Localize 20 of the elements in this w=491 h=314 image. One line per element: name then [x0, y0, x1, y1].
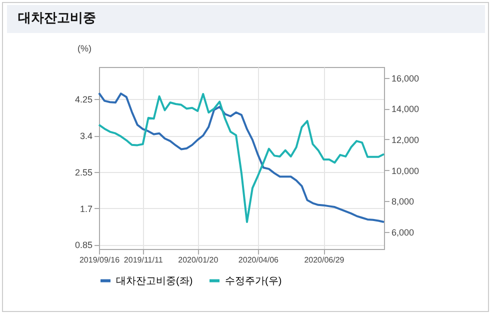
legend-label: 대차잔고비중(좌)	[116, 276, 193, 287]
y2-tick-label: 6,000	[392, 228, 414, 238]
y2-tick-label: 10,000	[392, 166, 420, 176]
x-tick-label: 2020/04/06	[238, 256, 280, 264]
y-tick-label: 4.25	[74, 94, 92, 105]
x-tick-label: 2019/11/11	[124, 256, 164, 264]
x-tick-label: 2020/06/29	[304, 256, 345, 264]
legend-label: 수정주가(우)	[225, 276, 282, 287]
y-axis-title: (%)	[78, 44, 92, 54]
y-tick-label: 3.4	[80, 131, 92, 142]
y-tick-label: 1.7	[80, 204, 92, 214]
y-tick-label: 2.55	[74, 167, 92, 178]
y-tick-label: 0.85	[74, 240, 92, 250]
y2-tick-label: 16,000	[392, 73, 420, 84]
y2-tick-label: 14,000	[392, 104, 420, 114]
x-tick-label: 2020/01/20	[178, 256, 219, 264]
x-tick-label: 2019/09/16	[79, 256, 120, 264]
chart-title: 대차잔고비중	[7, 5, 485, 33]
y2-tick-label: 8,000	[392, 196, 414, 207]
y2-tick-label: 12,000	[392, 134, 420, 145]
